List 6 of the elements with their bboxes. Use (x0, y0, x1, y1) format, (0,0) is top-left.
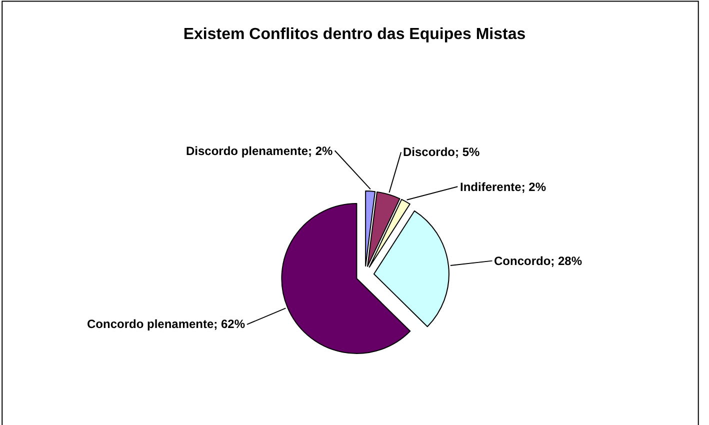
chart-title: Existem Conflitos dentro das Equipes Mistas (183, 26, 526, 44)
slice-label: Indiferente; 2% (460, 180, 546, 194)
slice-label: Concordo; 28% (494, 254, 582, 268)
slice-label: Discordo; 5% (403, 145, 480, 159)
slice-label: Discordo plenamente; 2% (186, 144, 334, 158)
slice-label: Concordo plenamente; 62% (87, 317, 246, 331)
